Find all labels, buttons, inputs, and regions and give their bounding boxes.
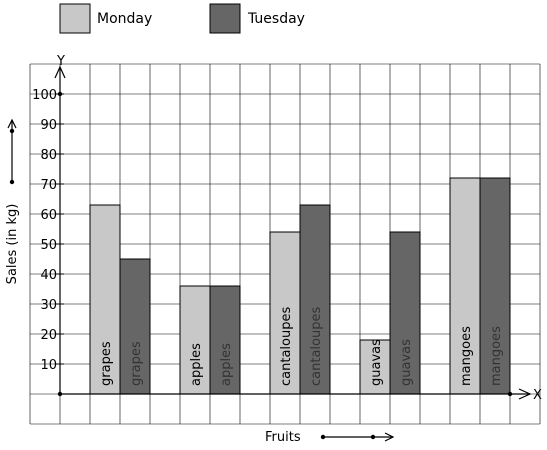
y-tick-label-50: 50 <box>40 238 57 253</box>
y-tick-labels: 10 20 30 40 50 60 70 80 90 100 <box>32 88 64 373</box>
bar-apples-monday <box>179 285 211 395</box>
y-title-arrow-head <box>7 118 17 129</box>
y-tick-label-30: 30 <box>40 298 57 313</box>
bar-grapes-tuesday <box>119 258 151 395</box>
bar-label-grapes-tuesday: grapes <box>129 341 144 386</box>
legend-label-tuesday: Tuesday <box>247 11 305 27</box>
bar-apples-tuesday <box>209 285 241 395</box>
bar-label-apples-tuesday: apples <box>219 343 234 386</box>
y-tick-label-20: 20 <box>40 328 57 343</box>
bar-label-mangoes-monday: mangoes <box>459 326 474 386</box>
x-axis-dot-2 <box>507 391 513 397</box>
x-title-dot-2 <box>370 434 376 440</box>
y-tick-label-40: 40 <box>40 268 57 283</box>
y-tick-label-70: 70 <box>40 178 57 193</box>
y-tick-label-100: 100 <box>32 88 57 103</box>
bar-label-guavas-tuesday: guavas <box>399 339 414 386</box>
x-title-dot-1 <box>320 434 326 440</box>
bar-mangoes-tuesday <box>479 177 511 395</box>
y-axis-arrow <box>54 65 66 79</box>
y-axis-title: Sales (in kg) <box>5 204 20 285</box>
bar-guavas-monday <box>359 339 391 395</box>
bar-cantaloupes-tuesday <box>299 204 331 395</box>
bar-labels: grapes grapes apples apples cantaloupes canta… <box>99 307 504 386</box>
x-axis-title: Fruits <box>265 430 301 445</box>
y-axis-letter: Y <box>56 54 65 69</box>
x-axis-title-group: Fruits <box>265 430 395 445</box>
bar-label-mangoes-tuesday: mangoes <box>489 326 504 386</box>
bar-label-grapes-monday: grapes <box>99 341 114 386</box>
bar-guavas-tuesday <box>389 231 421 395</box>
bar-mangoes-monday <box>449 177 481 395</box>
y-axis-title-group: Sales (in kg) <box>5 118 20 285</box>
y-title-dot-2 <box>9 128 15 134</box>
bar-grapes-monday <box>89 204 121 395</box>
legend-label-monday: Monday <box>97 11 152 27</box>
bars <box>89 177 511 395</box>
y-title-dot-1 <box>9 179 15 185</box>
bar-label-cantaloupes-tuesday: cantaloupes <box>309 307 324 386</box>
y-tick-label-60: 60 <box>40 208 57 223</box>
bar-label-apples-monday: apples <box>189 343 204 386</box>
x-axis-arrow <box>518 388 532 400</box>
x-title-arrow-head <box>384 432 395 442</box>
y-tick-label-10: 10 <box>40 358 57 373</box>
x-axis-letter: X <box>533 388 542 403</box>
legend-swatch-tuesday <box>209 3 241 34</box>
y-tick-label-90: 90 <box>40 118 57 133</box>
axes: X Y <box>54 54 542 403</box>
bar-cantaloupes-monday <box>269 231 301 395</box>
bar-label-guavas-monday: guavas <box>369 339 384 386</box>
bar-label-cantaloupes-monday: cantaloupes <box>279 307 294 386</box>
legend-swatch-monday <box>59 3 91 34</box>
legend: Monday Tuesday <box>59 3 305 34</box>
y-tick-label-80: 80 <box>40 148 57 163</box>
